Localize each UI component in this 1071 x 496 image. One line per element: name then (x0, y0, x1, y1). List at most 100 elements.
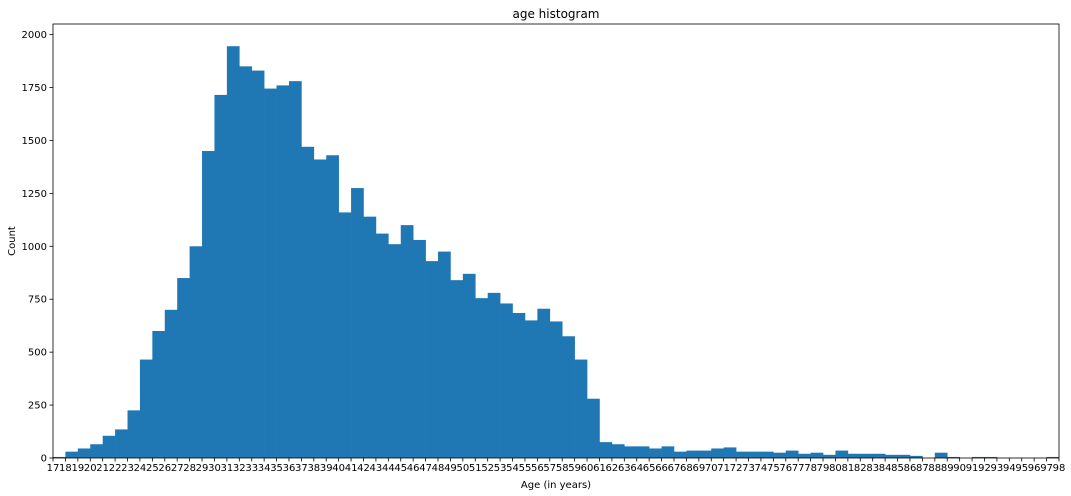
histogram-bar (127, 410, 141, 458)
histogram-bar (835, 450, 849, 458)
x-tick-label: 65 (643, 463, 656, 474)
x-tick-label: 19 (71, 463, 84, 474)
histogram-bar (487, 292, 501, 458)
bars-layer (53, 46, 1060, 459)
x-tick-label: 82 (854, 463, 867, 474)
x-tick-label: 83 (866, 463, 879, 474)
x-tick-label: 22 (109, 463, 122, 474)
y-tick-label: 1250 (22, 189, 47, 200)
histogram-bar (711, 448, 724, 458)
histogram-bar (202, 151, 215, 458)
x-tick-label: 17 (47, 463, 60, 474)
histogram-bar (313, 159, 327, 458)
x-tick-label: 18 (59, 463, 72, 474)
histogram-bar (512, 312, 526, 458)
histogram-bar (500, 303, 513, 458)
histogram-bar (574, 359, 588, 458)
histogram-bar (773, 452, 787, 458)
x-tick-label: 31 (221, 463, 234, 474)
y-tick-label: 750 (28, 295, 47, 306)
histogram-bar (823, 454, 836, 458)
x-tick-label: 28 (183, 463, 196, 474)
x-tick-label: 64 (630, 463, 643, 474)
histogram-bar (375, 233, 389, 458)
plot-frame (52, 23, 1060, 459)
histogram-bar (251, 70, 265, 458)
histogram-bar (77, 448, 91, 458)
x-tick-label: 68 (680, 463, 693, 474)
histogram-bar (885, 454, 898, 458)
x-ticks-layer: 17 18 19 20 21 22 23 24 25 26 27 28 29 30 31 32 33 34 35 36… (47, 458, 1065, 474)
histogram-bar (413, 239, 426, 458)
histogram-bar (723, 447, 737, 458)
x-tick-label: 52 (481, 463, 494, 474)
x-tick-label: 24 (134, 463, 147, 474)
x-tick-label: 36 (283, 463, 296, 474)
histogram-bar (736, 451, 749, 458)
x-tick-label: 55 (519, 463, 532, 474)
histogram-bar (264, 88, 277, 458)
histogram-bar (984, 456, 998, 458)
x-tick-label: 49 (444, 463, 457, 474)
chart-title: age histogram (513, 7, 600, 21)
histogram-bar (549, 321, 563, 458)
x-tick-label: 97 (1040, 463, 1053, 474)
histogram-bar (785, 450, 799, 458)
histogram-bar (972, 456, 985, 458)
y-tick-label: 0 (41, 454, 47, 465)
x-tick-label: 87 (916, 463, 929, 474)
x-tick-label: 71 (717, 463, 730, 474)
y-tick-label: 250 (28, 401, 47, 412)
y-tick-label: 1500 (22, 136, 47, 147)
histogram-bar (65, 451, 79, 458)
histogram-bar (450, 280, 464, 458)
x-tick-label: 57 (543, 463, 556, 474)
x-tick-label: 88 (928, 463, 941, 474)
x-tick-label: 40 (332, 463, 345, 474)
x-tick-label: 63 (618, 463, 631, 474)
x-tick-label: 79 (817, 463, 830, 474)
x-tick-label: 73 (742, 463, 755, 474)
x-tick-label: 45 (394, 463, 407, 474)
histogram-bar (462, 273, 476, 458)
histogram-bar (798, 453, 811, 458)
histogram-bar (698, 450, 712, 458)
histogram-bar (152, 330, 166, 458)
histogram-bar (673, 451, 687, 458)
x-axis-title: Age (in years) (521, 480, 591, 491)
x-tick-label: 78 (804, 463, 817, 474)
histogram-bar (102, 435, 116, 458)
x-tick-label: 39 (320, 463, 333, 474)
x-tick-label: 81 (841, 463, 854, 474)
x-tick-label: 43 (370, 463, 383, 474)
histogram-bar (909, 455, 923, 458)
x-tick-label: 94 (1003, 463, 1016, 474)
histogram-bar (624, 446, 638, 458)
x-tick-label: 51 (469, 463, 482, 474)
histogram-bar (351, 188, 364, 458)
x-tick-label: 34 (258, 463, 271, 474)
x-tick-label: 62 (606, 463, 619, 474)
x-tick-label: 67 (668, 463, 681, 474)
histogram-bar (388, 244, 402, 458)
x-tick-label: 84 (879, 463, 892, 474)
x-tick-label: 37 (295, 463, 308, 474)
x-tick-label: 46 (407, 463, 420, 474)
x-tick-label: 58 (556, 463, 569, 474)
y-tick-label: 1750 (22, 83, 47, 94)
x-tick-label: 60 (581, 463, 594, 474)
histogram-bar (649, 448, 662, 458)
histogram-bar (810, 452, 824, 458)
y-tick-label: 2000 (22, 30, 47, 41)
x-tick-label: 29 (196, 463, 209, 474)
histogram-bar (897, 454, 911, 458)
y-ticks-layer: 0 250 500 750 1000 1250 1500 1750 2000 (22, 30, 53, 465)
histogram-bar (53, 456, 66, 458)
histogram-bar (872, 453, 886, 458)
histogram-bar (537, 308, 551, 458)
histogram-bar (400, 225, 414, 458)
histogram-bar (214, 94, 228, 459)
x-tick-label: 35 (270, 463, 283, 474)
x-tick-label: 85 (891, 463, 904, 474)
